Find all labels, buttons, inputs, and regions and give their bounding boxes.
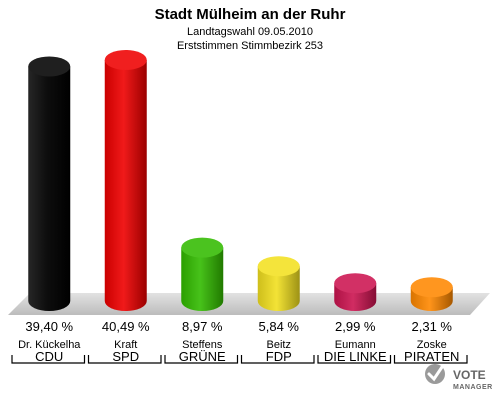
candidate-label: Steffens <box>182 339 223 351</box>
candidate-label: Dr. Kückelha <box>18 339 81 351</box>
chart-subtitle-date: Landtagswahl 09.05.2010 <box>187 26 313 38</box>
bar-grüne <box>181 237 224 311</box>
value-label: 2,99 % <box>335 319 376 334</box>
party-label: CDU <box>35 349 63 364</box>
party-label: PIRATEN <box>404 349 459 364</box>
bar-top <box>28 56 71 77</box>
party-label: SPD <box>112 349 139 364</box>
value-label: 8,97 % <box>182 319 223 334</box>
bar-top <box>257 256 300 277</box>
bar-top <box>334 273 377 294</box>
vote-manager-logo: VOTE MANAGER <box>425 364 493 391</box>
bar-top <box>104 49 147 70</box>
candidate-label: Eumann <box>335 339 376 351</box>
party-bracket <box>240 355 315 364</box>
bar-spd <box>104 49 147 311</box>
bar-body <box>181 247 224 311</box>
candidate-label: Zoske <box>417 339 447 351</box>
bar-die-linke <box>334 273 377 311</box>
check-mark-icon <box>425 364 445 384</box>
party-bracket <box>164 355 239 364</box>
party-label: FDP <box>266 349 292 364</box>
bars <box>28 49 453 311</box>
bar-body <box>257 266 300 311</box>
party-bracket <box>11 355 86 364</box>
chart-subtitle-district: Erststimmen Stimmbezirk 253 <box>177 40 323 52</box>
logo-line-1: VOTE <box>453 368 486 382</box>
value-label: 2,31 % <box>412 319 453 334</box>
bar-fdp <box>257 256 300 311</box>
chart-title: Stadt Mülheim an der Ruhr <box>155 6 346 23</box>
candidate-label: Kraft <box>114 339 137 351</box>
candidate-label: Beitz <box>267 339 291 351</box>
bar-piraten <box>410 277 453 311</box>
value-label: 5,84 % <box>259 319 300 334</box>
party-bracket <box>87 355 162 364</box>
bar-top <box>410 277 453 298</box>
logo-line-2: MANAGER <box>453 384 493 391</box>
value-label: 39,40 % <box>25 319 73 334</box>
bar-body <box>104 59 147 311</box>
party-bracket <box>393 355 468 364</box>
bar-body <box>28 66 71 311</box>
party-bracket <box>317 355 392 364</box>
bar-top <box>181 237 224 258</box>
value-label: 40,49 % <box>102 319 150 334</box>
bar-cdu <box>28 56 71 311</box>
party-label: GRÜNE <box>179 349 226 364</box>
party-label: DIE LINKE <box>324 349 387 364</box>
